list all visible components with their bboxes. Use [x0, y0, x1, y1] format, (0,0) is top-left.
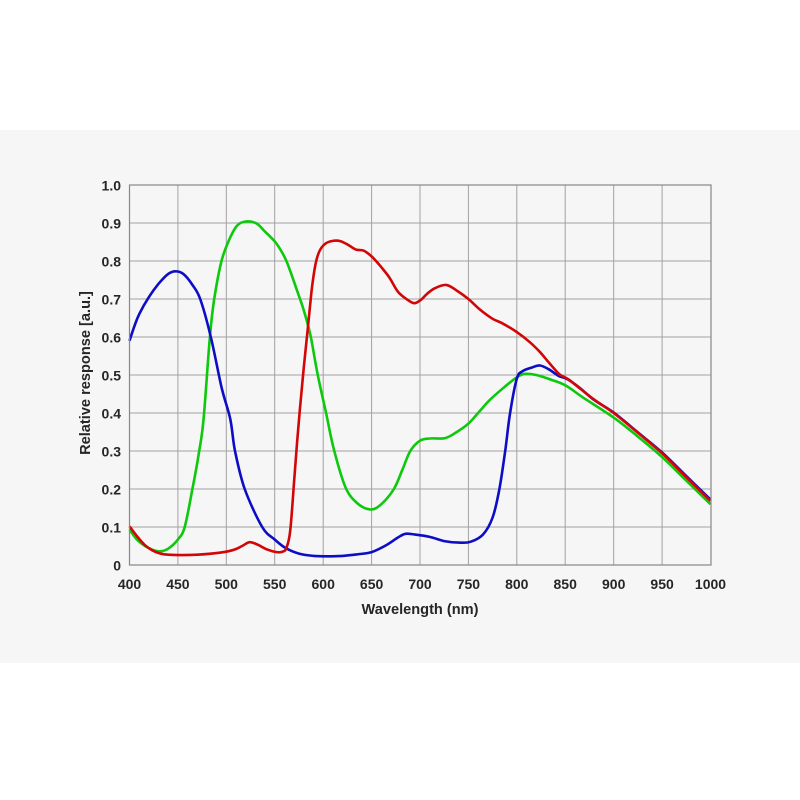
svg-text:900: 900	[602, 576, 626, 592]
svg-text:450: 450	[166, 576, 190, 592]
svg-text:0: 0	[113, 558, 121, 574]
svg-text:Relative response [a.u.]: Relative response [a.u.]	[78, 291, 94, 455]
svg-text:950: 950	[650, 576, 674, 592]
svg-text:0.9: 0.9	[102, 216, 122, 232]
svg-text:400: 400	[118, 576, 142, 592]
svg-text:0.2: 0.2	[102, 482, 122, 498]
svg-text:750: 750	[457, 576, 481, 592]
svg-text:600: 600	[312, 576, 336, 592]
svg-text:800: 800	[505, 576, 529, 592]
svg-text:Wavelength (nm): Wavelength (nm)	[361, 602, 478, 618]
svg-text:0.3: 0.3	[102, 444, 122, 460]
svg-text:0.1: 0.1	[102, 520, 122, 536]
svg-text:0.7: 0.7	[102, 292, 122, 308]
svg-text:0.6: 0.6	[102, 330, 122, 346]
svg-text:550: 550	[263, 576, 287, 592]
svg-text:0.5: 0.5	[102, 368, 122, 384]
svg-text:0.8: 0.8	[102, 254, 122, 270]
svg-text:850: 850	[554, 576, 578, 592]
svg-text:0.4: 0.4	[102, 406, 122, 422]
svg-text:1.0: 1.0	[102, 178, 122, 194]
svg-text:500: 500	[215, 576, 239, 592]
svg-text:650: 650	[360, 576, 384, 592]
svg-text:700: 700	[408, 576, 432, 592]
svg-text:1000: 1000	[695, 576, 726, 592]
